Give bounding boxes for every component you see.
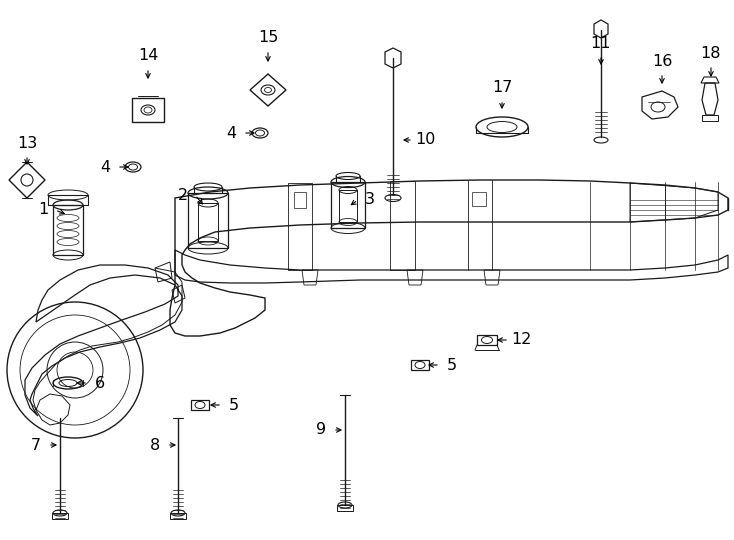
Text: 5: 5 [447, 357, 457, 373]
Bar [53, 205, 83, 255]
Bar [339, 190, 357, 222]
Bar [170, 513, 186, 519]
Text: 12: 12 [511, 333, 531, 348]
Text: 3: 3 [365, 192, 375, 207]
Text: 2: 2 [178, 187, 188, 202]
Text: 15: 15 [258, 30, 278, 45]
Text: 5: 5 [229, 397, 239, 413]
Text: 14: 14 [138, 49, 159, 64]
Text: 18: 18 [701, 45, 722, 60]
Text: 1: 1 [38, 202, 48, 218]
Text: 7: 7 [31, 437, 41, 453]
Text: 9: 9 [316, 422, 326, 437]
Text: 17: 17 [492, 80, 512, 96]
Bar [188, 193, 228, 248]
Bar [472, 192, 486, 206]
Bar [337, 505, 353, 511]
Text: 13: 13 [17, 136, 37, 151]
Text: 10: 10 [415, 132, 435, 147]
Text: 6: 6 [95, 375, 105, 390]
Bar [198, 203, 218, 241]
Text: 4: 4 [100, 159, 110, 174]
Bar [331, 182, 365, 228]
Text: 4: 4 [226, 125, 236, 140]
Text: 8: 8 [150, 437, 160, 453]
Text: 16: 16 [652, 53, 672, 69]
Bar [48, 195, 88, 205]
Bar [294, 192, 306, 208]
Bar [52, 513, 68, 519]
Bar [702, 115, 718, 121]
Text: 11: 11 [591, 36, 611, 51]
